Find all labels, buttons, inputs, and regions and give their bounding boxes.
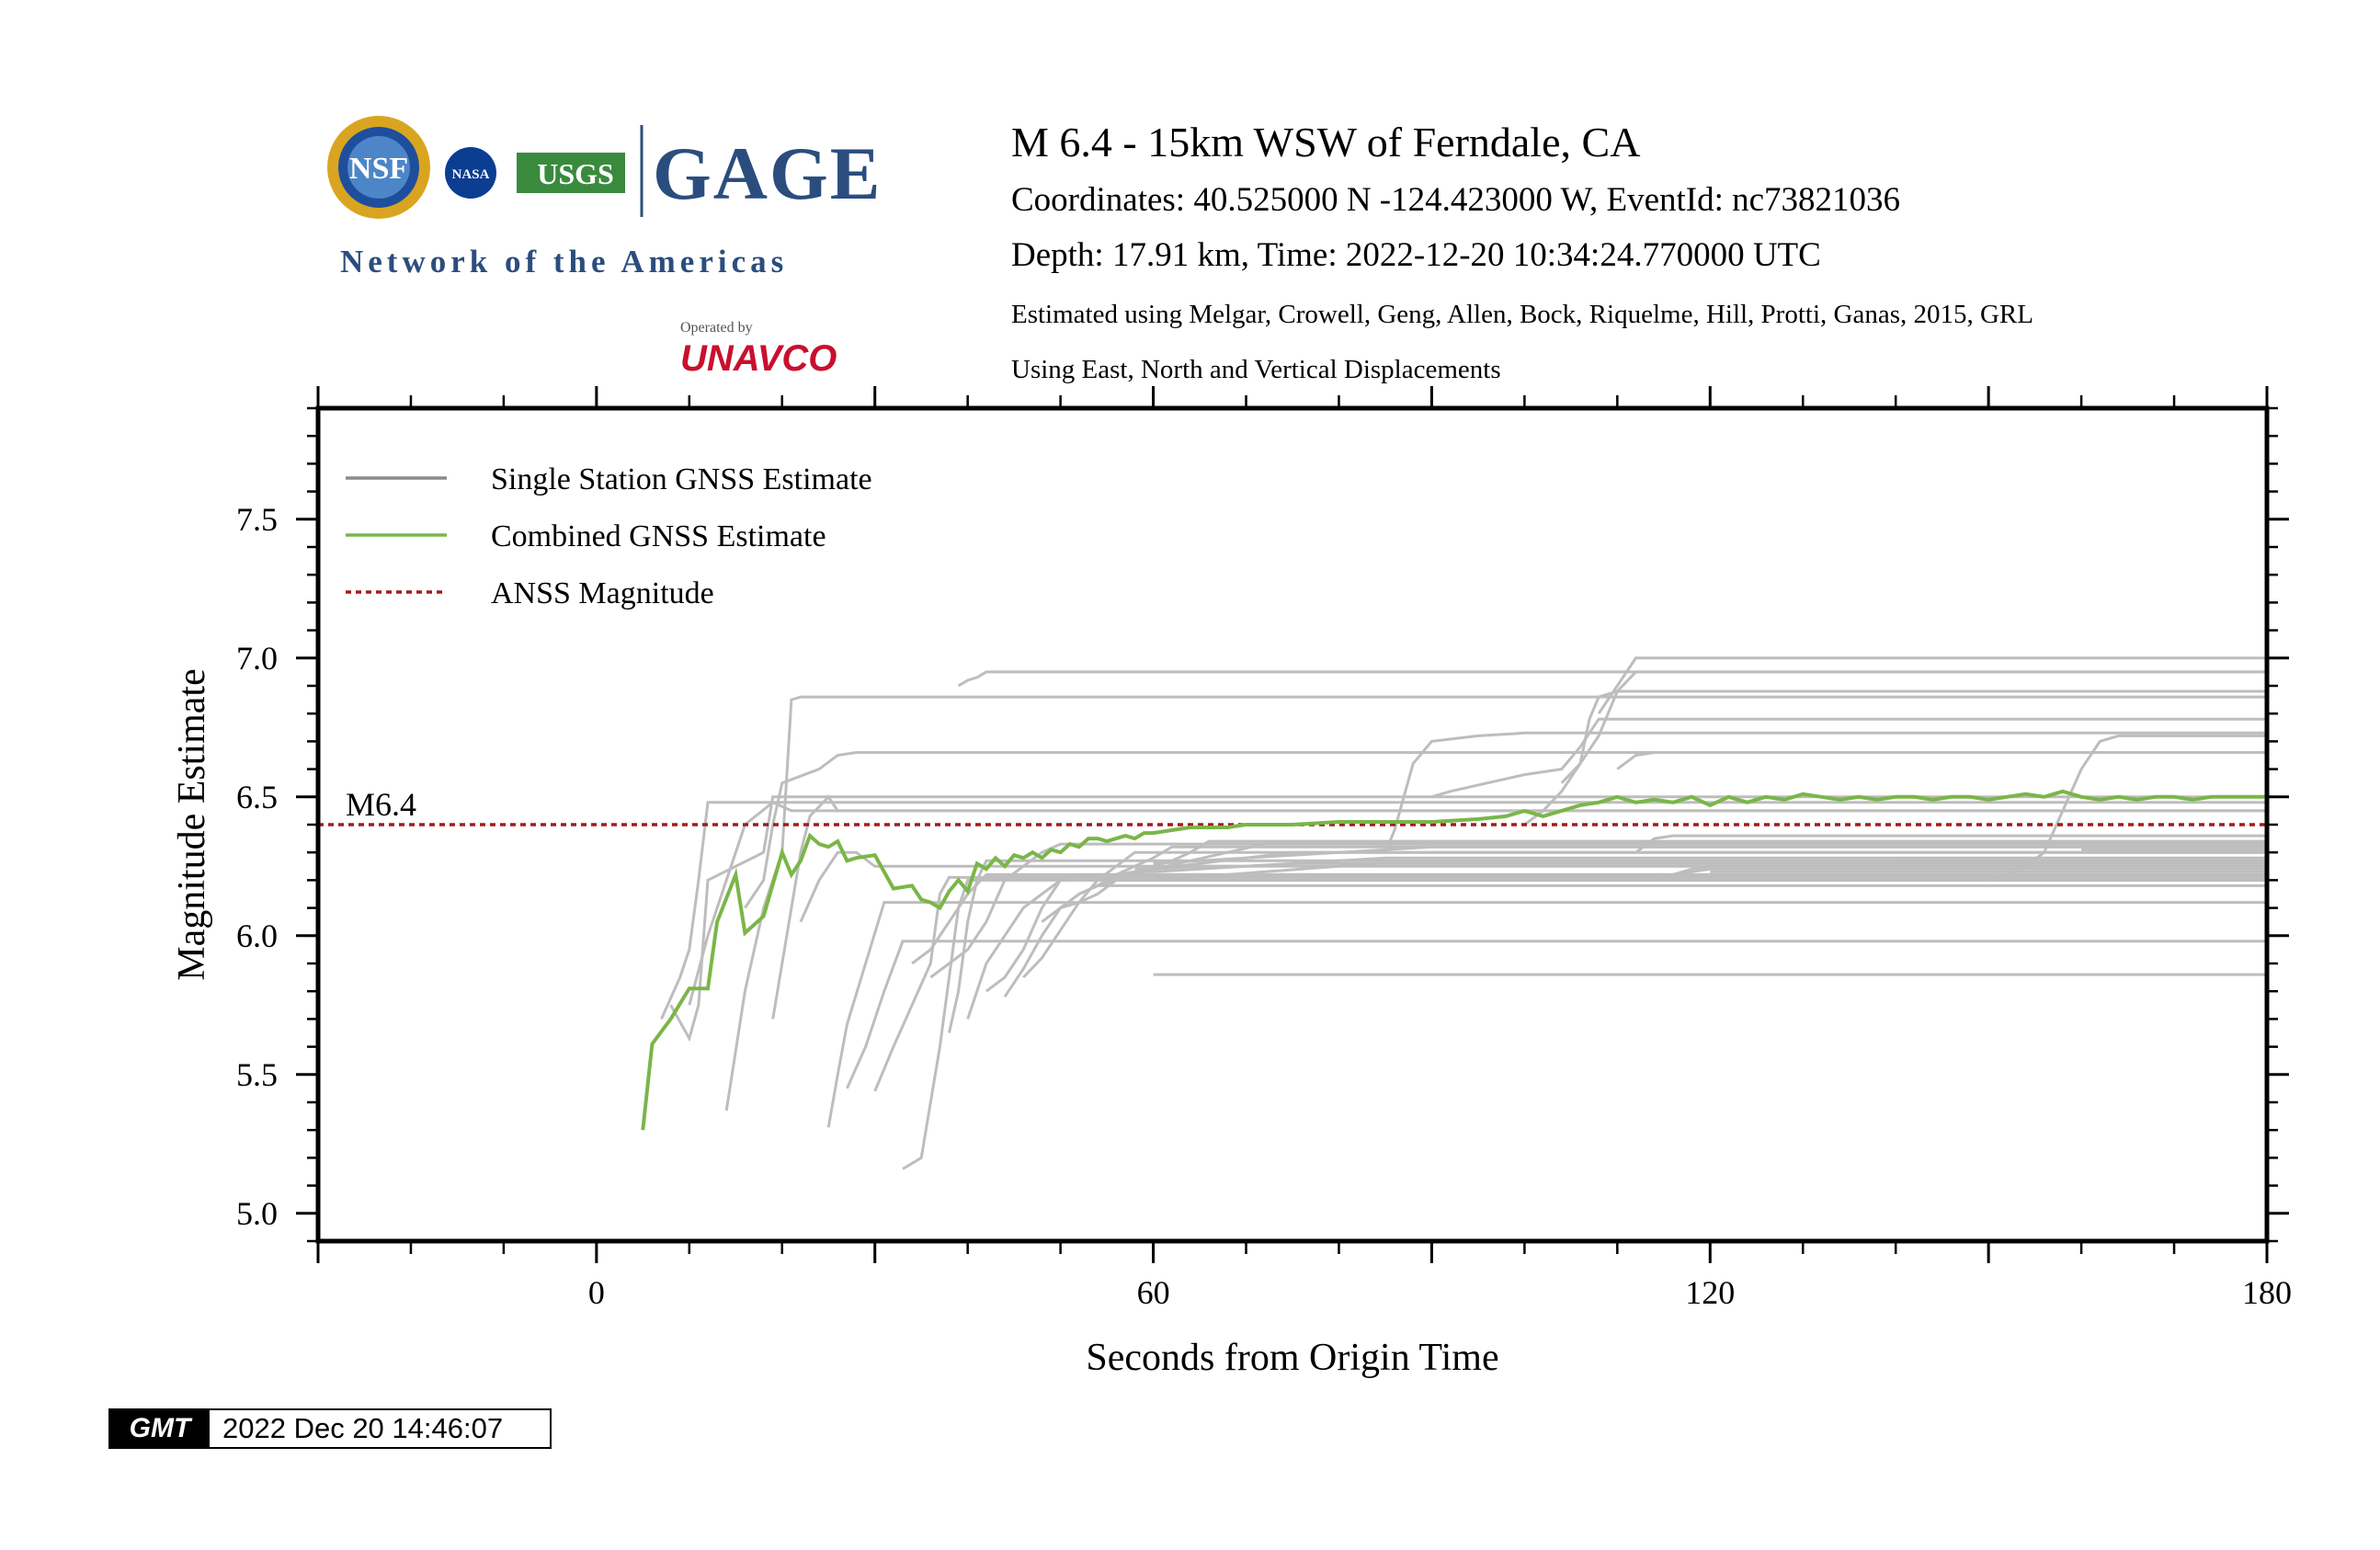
y-tick-label: 6.5 [236, 779, 278, 815]
single-station-line-11 [911, 872, 2267, 965]
network-americas-text: Network of the Americas [340, 244, 789, 279]
single-station-line-15 [966, 878, 2267, 1020]
gmt-timestamp-stamp: GMT 2022 Dec 20 14:46:07 [108, 1408, 552, 1449]
x-tick-label: 120 [1685, 1274, 1735, 1311]
single-station-line-4 [744, 751, 2267, 909]
single-station-line-32 [1616, 751, 2267, 770]
nasa-logo-icon: NASA [445, 147, 496, 199]
single-station-line-35 [1672, 867, 2267, 876]
single-station-line-16 [985, 872, 2267, 993]
gmt-logo-icon: GMT [110, 1410, 210, 1447]
event-title: M 6.4 - 15km WSW of Ferndale, CA [1011, 119, 1641, 165]
y-tick-label: 6.0 [236, 917, 278, 954]
nasa-logo-text: NASA [452, 167, 490, 182]
single-station-line-3 [724, 695, 2267, 1111]
y-axis-label: Magnitude Estimate [171, 668, 213, 980]
y-tick-label: 7.0 [236, 640, 278, 677]
nsf-logo-text: NSF [349, 152, 408, 186]
single-station-line-28 [1430, 717, 2267, 799]
gmt-timestamp: 2022 Dec 20 14:46:07 [210, 1410, 550, 1447]
single-station-line-29 [1523, 690, 2267, 826]
anss-magnitude-label: M6.4 [346, 786, 416, 823]
logo-banner: NSF NASA USGS GAGE Network of the Americ… [313, 110, 883, 395]
single-station-line-12 [929, 842, 2267, 979]
combined-estimate-group [641, 789, 2267, 1131]
single-station-lines [660, 656, 2267, 1170]
y-tick-label: 5.0 [236, 1195, 278, 1232]
legend-label-0: Single Station GNSS Estimate [491, 462, 872, 496]
single-station-line-30 [1560, 670, 2267, 784]
unavco-logo-text: UNAVCO [680, 338, 837, 379]
single-station-line-14 [957, 670, 2267, 688]
gage-logo-text: GAGE [653, 131, 883, 215]
chart-legend: Single Station GNSS Estimate Combined GNS… [346, 462, 872, 610]
single-station-line-33 [1634, 834, 2267, 854]
single-station-line-9 [873, 875, 2267, 1092]
single-station-line-31 [1597, 656, 2267, 715]
legend-label-2: ANSS Magnitude [491, 576, 714, 610]
single-station-line-25 [1153, 845, 2267, 865]
single-station-line-7 [826, 901, 2267, 1128]
single-station-line-8 [846, 940, 2267, 1089]
axes-group: 0 60 120 180 5.0 5.5 6.0 6.5 7.0 7.5 Seconds from … [171, 386, 2292, 1379]
single-station-line-34 [1654, 864, 2267, 882]
x-axis-label: Seconds from Origin Time [1086, 1337, 1498, 1379]
single-station-line-1 [669, 795, 2267, 1043]
event-coordinates: Coordinates: 40.525000 N -124.423000 W, … [1011, 181, 1901, 219]
single-station-line-24 [1134, 861, 2267, 871]
combined-estimate-line [641, 789, 2267, 1131]
single-station-line-10 [902, 878, 2267, 1170]
anss-magnitude-group: M6.4 [318, 786, 2267, 826]
event-depth-time: Depth: 17.91 km, Time: 2022-12-20 10:34:… [1011, 236, 1821, 274]
legend-label-1: Combined GNSS Estimate [491, 519, 826, 553]
displacement-note: Using East, North and Vertical Displacem… [1011, 355, 1501, 384]
usgs-logo-icon: USGS [517, 153, 625, 193]
single-station-line-0 [660, 801, 2267, 1020]
single-station-line-6 [799, 850, 2267, 923]
estimation-method: Estimated using Melgar, Crowell, Geng, A… [1011, 300, 2033, 329]
x-tick-label: 180 [2242, 1274, 2292, 1311]
single-station-line-27 [1384, 731, 2267, 853]
operated-by-text: Operated by [680, 320, 753, 336]
agency-logos: NSF NASA USGS [327, 116, 643, 219]
x-tick-label: 60 [1137, 1274, 1170, 1311]
usgs-logo-text: USGS [537, 157, 614, 190]
y-tick-label: 5.5 [236, 1056, 278, 1093]
x-tick-label: 0 [588, 1274, 605, 1311]
single-station-line-26 [1153, 861, 2267, 882]
single-station-line-5 [771, 794, 2267, 1020]
nsf-logo-icon: NSF [327, 116, 430, 219]
y-tick-label: 7.5 [236, 501, 278, 538]
